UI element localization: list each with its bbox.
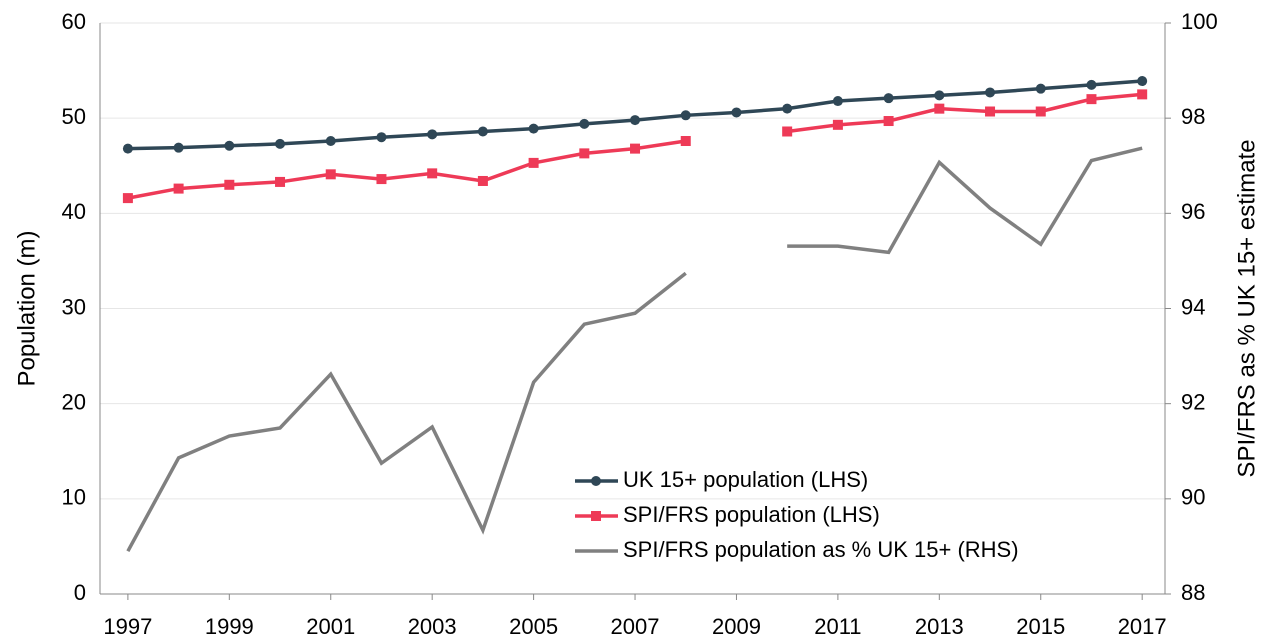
point — [630, 143, 641, 154]
point — [934, 103, 945, 114]
point — [376, 174, 387, 185]
y-tick-label: 20 — [62, 389, 86, 414]
legend-label: UK 15+ population (LHS) — [623, 467, 868, 492]
point — [376, 132, 387, 143]
y2-tick-label: 98 — [1181, 104, 1205, 129]
x-tick-label: 2011 — [814, 614, 861, 638]
x-tick-label: 2017 — [1118, 614, 1167, 638]
x-tick-label: 2007 — [611, 614, 660, 638]
x-tick-label: 2009 — [712, 614, 761, 638]
point — [1086, 79, 1097, 90]
point — [173, 142, 184, 153]
point — [477, 126, 488, 137]
point — [883, 93, 894, 104]
y2-tick-label: 100 — [1181, 9, 1218, 34]
y-axis-title: Population (m) — [13, 230, 40, 386]
point — [275, 176, 286, 187]
x-tick-label: 2005 — [509, 614, 558, 638]
point — [985, 106, 996, 117]
point — [832, 96, 843, 107]
point — [325, 136, 336, 147]
x-tick-label: 2001 — [306, 614, 355, 638]
y-tick-label: 0 — [74, 580, 86, 605]
point — [224, 179, 235, 190]
point — [275, 138, 286, 149]
point — [427, 168, 438, 179]
x-tick-label: 2003 — [408, 614, 457, 638]
point — [1086, 94, 1097, 105]
legend-marker — [591, 511, 601, 521]
y-tick-label: 50 — [62, 104, 86, 129]
point — [528, 157, 539, 168]
point — [477, 175, 488, 186]
legend-marker — [591, 476, 601, 486]
y2-tick-label: 90 — [1181, 485, 1205, 510]
point — [680, 110, 691, 121]
point — [122, 193, 133, 204]
series-line — [126, 146, 1143, 553]
point — [985, 87, 996, 98]
y-tick-label: 60 — [62, 9, 86, 34]
point — [630, 115, 641, 126]
point — [122, 143, 133, 154]
x-tick-label: 1999 — [205, 614, 254, 638]
point — [832, 119, 843, 130]
point — [1035, 83, 1046, 94]
legend-label: SPI/FRS population as % UK 15+ (RHS) — [623, 537, 1019, 562]
point — [579, 148, 590, 159]
point — [1137, 76, 1148, 87]
y-tick-label: 10 — [62, 485, 86, 510]
point — [680, 136, 691, 147]
legend-label: SPI/FRS population (LHS) — [623, 502, 880, 527]
point — [883, 116, 894, 127]
y-tick-label: 40 — [62, 199, 86, 224]
x-tick-label: 2015 — [1016, 614, 1065, 638]
y2-tick-label: 88 — [1181, 580, 1205, 605]
x-tick-label: 1997 — [103, 614, 152, 638]
point — [173, 183, 184, 194]
point — [427, 129, 438, 140]
point — [579, 118, 590, 129]
series-line — [127, 92, 1143, 200]
y2-tick-label: 96 — [1181, 199, 1205, 224]
point — [782, 103, 793, 114]
y2-tick-label: 94 — [1181, 294, 1205, 319]
y2-tick-label: 92 — [1181, 389, 1205, 414]
point — [782, 126, 793, 137]
point — [1137, 89, 1148, 100]
x-tick-label: 2013 — [915, 614, 964, 638]
point — [528, 123, 539, 134]
y2-axis-title: SPI/FRS as % UK 15+ estimate — [1233, 139, 1260, 477]
point — [731, 107, 742, 118]
point — [1035, 106, 1046, 117]
point — [325, 169, 336, 180]
point — [934, 90, 945, 101]
y-tick-label: 30 — [62, 294, 86, 319]
point — [224, 140, 235, 151]
